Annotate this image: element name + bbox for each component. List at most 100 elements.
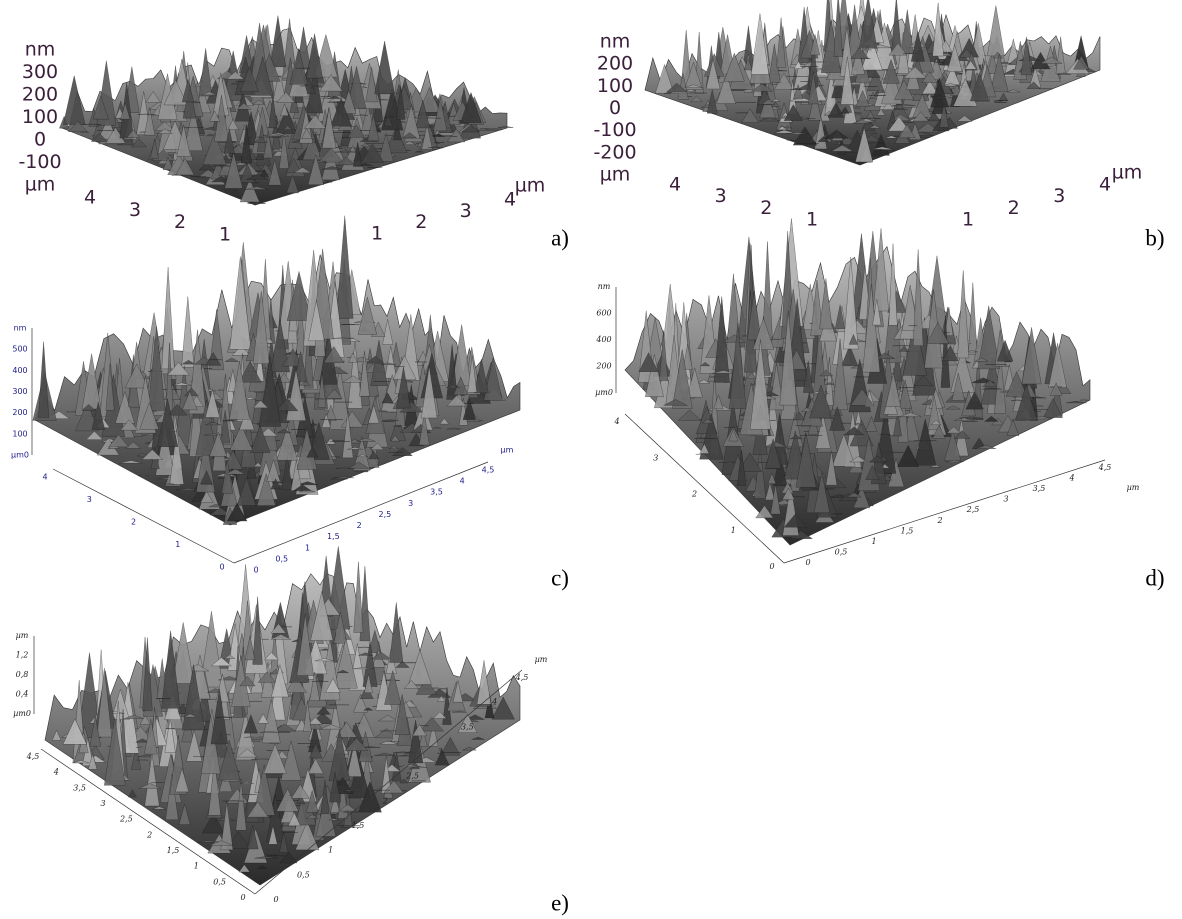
axis-label: 4,5 xyxy=(482,466,495,475)
axis-label: 0 xyxy=(609,97,621,119)
surface-peak xyxy=(63,76,85,125)
axis-label: 4 xyxy=(491,698,497,707)
panel-label: e) xyxy=(551,890,569,915)
axis-label: 1 xyxy=(371,223,383,245)
axis-label: 500 xyxy=(12,345,27,354)
axis-label: -200 xyxy=(593,141,636,163)
axis-label: 2 xyxy=(146,830,152,839)
axis-label: 4 xyxy=(613,417,619,426)
axis-label: 2,5 xyxy=(405,772,419,781)
axis-label: 100 xyxy=(597,75,633,97)
axis-label: nm xyxy=(598,282,611,291)
axis-label: µm0 xyxy=(595,388,613,397)
axis-label: 400 xyxy=(12,366,27,375)
axis-label: 1 xyxy=(962,209,974,231)
axis-unit: µm xyxy=(515,175,546,197)
axis-label: 3 xyxy=(437,747,442,756)
axis-label: 200 xyxy=(597,53,633,75)
axis-label: 4 xyxy=(669,174,681,196)
axis-label: 3 xyxy=(408,499,413,508)
axis-label: -100 xyxy=(18,151,61,173)
figure: nm3002001000-100µm43211234µma)nm2001000-… xyxy=(0,0,1182,919)
axis-label: 4 xyxy=(460,477,465,486)
axis-label: 2,5 xyxy=(379,510,392,519)
axis-label: 100 xyxy=(12,429,27,438)
axis-label: 2,5 xyxy=(119,815,133,824)
surface-peak xyxy=(987,6,1004,56)
axis-label: 4 xyxy=(1099,174,1111,196)
axis-label: 4,5 xyxy=(515,673,529,682)
axis-label: 3 xyxy=(87,495,92,504)
axis-label: 1 xyxy=(175,540,180,549)
axis-label: 4 xyxy=(84,187,96,209)
axis-label: 3 xyxy=(1003,495,1008,504)
axis-label: nm xyxy=(14,324,27,333)
axis-label: 0,5 xyxy=(213,877,226,886)
axis-label: nm xyxy=(600,31,631,53)
surface-peak xyxy=(182,297,195,368)
axis-label: 3,5 xyxy=(430,488,443,497)
axis-label: 2,5 xyxy=(966,505,980,514)
axis-unit: µm xyxy=(1127,483,1140,492)
axis-label: 0 xyxy=(769,562,774,571)
axis-label: 0 xyxy=(34,129,46,151)
panel: nm3002001000-100µm43211234µma) xyxy=(18,16,569,251)
axis-label: µm xyxy=(600,164,631,186)
axis-label: 100 xyxy=(22,106,58,128)
axis-label: 3 xyxy=(715,185,727,207)
axis-label: µm xyxy=(25,174,56,196)
axis-label: 1,2 xyxy=(16,651,29,660)
axis-label: 3 xyxy=(653,453,658,462)
axis-label: 4 xyxy=(53,768,59,777)
axis-label: 1,5 xyxy=(901,526,914,535)
axis-label: 3,5 xyxy=(461,722,474,731)
axis-label: 0,5 xyxy=(275,554,288,563)
axis-unit: µm xyxy=(535,655,548,664)
panel-label: d) xyxy=(1145,565,1164,590)
axis-label: 2 xyxy=(382,796,388,805)
axis-label: 0,5 xyxy=(835,547,848,556)
axis-label: 2 xyxy=(174,211,186,233)
axis-label: 2 xyxy=(1008,197,1020,219)
axis-label: 200 xyxy=(12,408,27,417)
axis-label: 2 xyxy=(691,490,697,499)
panel-label: b) xyxy=(1145,225,1164,250)
axis-label: 3 xyxy=(100,799,105,808)
surface xyxy=(45,546,520,885)
axis-label: 4,5 xyxy=(26,752,40,761)
axis-label: 2 xyxy=(415,211,427,233)
axis-label: 300 xyxy=(12,387,27,396)
axis-label: 1 xyxy=(871,537,876,546)
axis-label: 1,5 xyxy=(327,532,340,541)
axis-label: 1 xyxy=(305,543,310,552)
axis-label: 0,5 xyxy=(297,870,310,879)
axis-label: 1 xyxy=(328,846,333,855)
axis-label: 0 xyxy=(219,563,224,572)
axis-unit: µm xyxy=(501,446,514,455)
axis-label: µm xyxy=(16,631,29,640)
axis-label: 3,5 xyxy=(1033,484,1046,493)
axis-label: 1 xyxy=(194,862,199,871)
axis-label: µm0 xyxy=(11,451,29,460)
axis-label: 400 xyxy=(595,335,611,344)
panel-label: c) xyxy=(551,565,569,590)
axis-label: 0,4 xyxy=(16,690,29,699)
axis-label: 2 xyxy=(936,516,942,525)
axis-label: 200 xyxy=(595,362,611,371)
axis-label: 0 xyxy=(273,895,278,904)
axis-label: 300 xyxy=(22,61,58,83)
axis-label: 0 xyxy=(253,566,258,575)
axis-label: 3 xyxy=(129,199,141,221)
axis-label: 0,8 xyxy=(16,670,29,679)
axis-label: 3 xyxy=(1053,185,1065,207)
axis-label: 3,5 xyxy=(73,783,86,792)
axis-label: 200 xyxy=(22,84,58,106)
axis-label: 0 xyxy=(805,558,810,567)
panel: nm2001000-100-200µm43211234µmb) xyxy=(593,0,1164,250)
surface-peak xyxy=(38,342,49,418)
axis-label: µm0 xyxy=(13,709,31,718)
axis-label: 2 xyxy=(760,197,772,219)
panel-label: a) xyxy=(551,225,569,250)
